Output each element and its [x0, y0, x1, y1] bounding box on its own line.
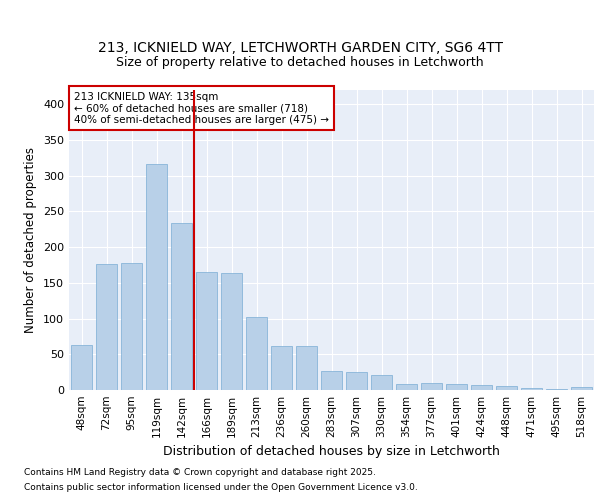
Bar: [121, 263, 142, 390]
Text: 213 ICKNIELD WAY: 135sqm
← 60% of detached houses are smaller (718)
40% of semi-: 213 ICKNIELD WAY: 135sqm ← 60% of detach…: [74, 92, 329, 124]
Text: Contains HM Land Registry data © Crown copyright and database right 2025.: Contains HM Land Registry data © Crown c…: [24, 468, 376, 477]
Bar: [246, 317, 267, 390]
Bar: [271, 346, 292, 390]
Bar: [496, 386, 517, 390]
X-axis label: Distribution of detached houses by size in Letchworth: Distribution of detached houses by size …: [163, 446, 500, 458]
Bar: [71, 345, 92, 390]
Bar: [146, 164, 167, 390]
Bar: [321, 372, 342, 390]
Bar: [396, 384, 417, 390]
Text: Size of property relative to detached houses in Letchworth: Size of property relative to detached ho…: [116, 56, 484, 69]
Bar: [371, 375, 392, 390]
Bar: [471, 385, 492, 390]
Bar: [446, 384, 467, 390]
Y-axis label: Number of detached properties: Number of detached properties: [25, 147, 37, 333]
Bar: [296, 346, 317, 390]
Text: Contains public sector information licensed under the Open Government Licence v3: Contains public sector information licen…: [24, 483, 418, 492]
Bar: [171, 223, 192, 390]
Bar: [96, 264, 117, 390]
Bar: [196, 272, 217, 390]
Bar: [521, 388, 542, 390]
Bar: [571, 387, 592, 390]
Bar: [221, 273, 242, 390]
Text: 213, ICKNIELD WAY, LETCHWORTH GARDEN CITY, SG6 4TT: 213, ICKNIELD WAY, LETCHWORTH GARDEN CIT…: [97, 40, 503, 54]
Bar: [421, 383, 442, 390]
Bar: [346, 372, 367, 390]
